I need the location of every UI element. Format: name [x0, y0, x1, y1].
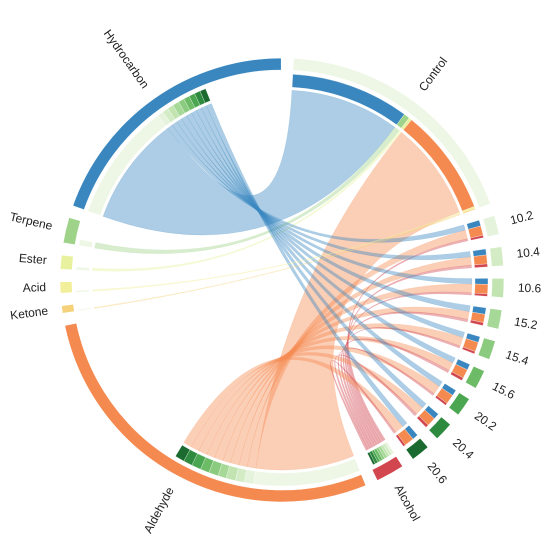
chord-link-20-4-alcohol — [334, 354, 418, 450]
inner-segment-10-2 — [470, 235, 484, 241]
chord-link-10-6-alcohol — [346, 291, 472, 444]
inner-segment-10-6 — [474, 278, 489, 285]
chord-link-15-2-hydrocarbon — [181, 115, 471, 312]
chord-link-15-6-aldehyde — [206, 336, 454, 458]
chord-link-10-2-alcohol — [347, 238, 469, 441]
group-arc-ester — [59, 254, 74, 271]
chord-link-15-4-hydrocarbon — [186, 112, 465, 338]
group-arc-ketone — [61, 303, 75, 314]
group-arc-alcohol — [371, 455, 404, 481]
chord-link-15-4-alcohol — [342, 327, 461, 447]
group-arc-10-4 — [489, 246, 504, 267]
group-label-ketone: Ketone — [9, 304, 49, 323]
chord-link-10-2-aldehyde — [246, 229, 468, 469]
group-label-hydrocarbon: Hydrocarbon — [101, 27, 152, 91]
inner-segment-10-4 — [474, 263, 488, 268]
inner-segment-20-4 — [416, 415, 429, 428]
chord-link-10-4-alcohol — [346, 264, 472, 443]
group-label-20-6: 20.6 — [425, 459, 451, 486]
group-label-control: Control — [416, 54, 450, 93]
chord-link-20-6-hydrocarbon — [206, 103, 408, 427]
inner-segment-15-4 — [461, 346, 476, 355]
group-arc-10-6 — [491, 277, 505, 298]
chord-link-15-4-aldehyde — [214, 323, 464, 461]
inner-segment-20-6 — [395, 434, 406, 447]
inner-segment-20-2 — [435, 395, 448, 406]
chord-link-control-terpene — [94, 126, 400, 254]
inner-segment-10-6 — [474, 292, 488, 297]
chord-link-15-6-alcohol — [340, 338, 450, 448]
inner-segment-terpene — [78, 239, 93, 248]
chord-link-control-acid — [92, 211, 461, 292]
group-label-ester: Ester — [18, 251, 47, 267]
group-arc-acid — [59, 281, 73, 294]
group-label-15-2: 15.2 — [513, 314, 539, 332]
chord-link-control-aldehyde — [255, 131, 460, 471]
group-label-10-4: 10.4 — [516, 244, 541, 260]
chord-link-10-4-hydrocarbon — [171, 121, 471, 260]
group-label-15-6: 15.6 — [490, 379, 517, 402]
inner-segment-aldehyde — [175, 444, 191, 462]
chord-link-20-6-aldehyde — [183, 356, 404, 448]
inner-segment-alcohol — [367, 451, 376, 465]
group-arc-15-6 — [464, 365, 485, 389]
chord-link-20-2-alcohol — [337, 347, 435, 449]
group-arc-terpene — [62, 217, 81, 246]
group-label-10-6: 10.6 — [518, 281, 542, 296]
chord-link-20-4-hydrocarbon — [201, 105, 427, 409]
group-arc-20-2 — [448, 392, 470, 416]
chord-link-control-ketone — [93, 213, 461, 309]
group-label-10-2: 10.2 — [509, 208, 535, 227]
chord-link-10-6-hydrocarbon — [176, 118, 473, 285]
chord-link-15-2-aldehyde — [222, 306, 470, 464]
group-arc-15-2 — [486, 308, 503, 330]
group-arc-20-4 — [428, 416, 451, 440]
group-label-acid: Acid — [23, 280, 47, 295]
chord-link-control-hydrocarbon — [102, 90, 396, 236]
group-label-15-4: 15.4 — [504, 347, 531, 368]
group-arc-15-4 — [477, 337, 496, 360]
group-label-aldehyde: Aldehyde — [141, 484, 177, 535]
group-label-20-2: 20.2 — [472, 409, 499, 434]
inner-segment-15-6 — [450, 371, 464, 381]
group-arc-control — [292, 57, 491, 209]
inner-segment-hydrocarbon — [199, 88, 211, 104]
group-arc-aldehyde — [64, 322, 367, 503]
inner-segment-control — [462, 207, 476, 214]
chord-link-20-2-hydrocarbon — [196, 107, 443, 387]
chord-link-20-4-aldehyde — [191, 352, 423, 452]
chord-link-10-6-aldehyde — [230, 283, 473, 466]
chord-links — [92, 90, 473, 471]
chord-link-control-ester — [92, 130, 402, 272]
chord-link-20-2-aldehyde — [198, 345, 440, 455]
inner-segment-10-6 — [474, 283, 489, 295]
inner-segment-ketone — [77, 307, 92, 312]
chord-link-10-2-hydrocarbon — [167, 124, 466, 243]
chord-link-10-4-aldehyde — [238, 256, 472, 468]
chord-arcs — [59, 57, 505, 503]
chord-link-15-2-alcohol — [344, 311, 469, 445]
group-label-alcohol: Alcohol — [392, 482, 423, 523]
group-label-20-4: 20.4 — [450, 436, 477, 462]
chord-link-20-6-alcohol — [330, 360, 397, 451]
inner-segment-10-4 — [473, 254, 488, 266]
inner-segment-15-2 — [470, 319, 484, 326]
group-arc-10-2 — [482, 215, 500, 238]
group-arc-20-6 — [405, 437, 429, 460]
group-label-terpene: Terpene — [8, 210, 54, 233]
chord-link-15-6-hydrocarbon — [191, 110, 456, 364]
inner-segment-ester — [76, 266, 90, 271]
inner-segment-acid — [76, 289, 90, 293]
